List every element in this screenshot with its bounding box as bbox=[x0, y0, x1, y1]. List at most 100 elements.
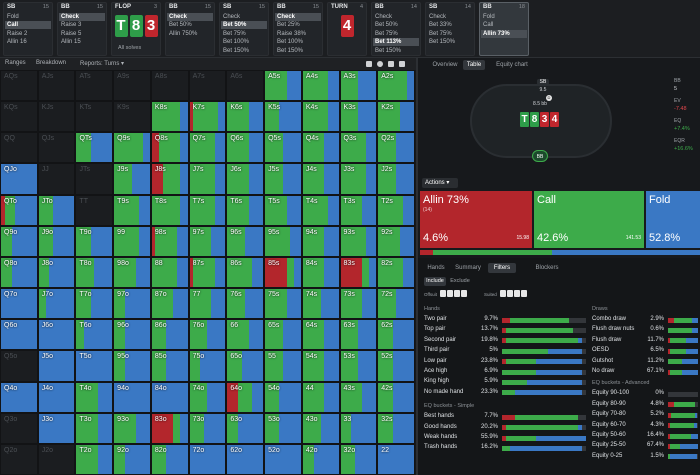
action-option[interactable]: Raise 3 bbox=[61, 22, 82, 29]
hand-cell[interactable]: 72o bbox=[188, 443, 227, 475]
action-option[interactable]: Bet 100% bbox=[223, 39, 250, 46]
hand-cell[interactable]: 62s bbox=[377, 319, 415, 351]
hand-cell[interactable]: T4o bbox=[75, 381, 114, 413]
hand-cell[interactable]: Q3o bbox=[0, 412, 38, 444]
hand-cell[interactable]: 66 bbox=[226, 319, 265, 351]
action-option[interactable]: Allin 73% bbox=[481, 29, 527, 38]
hand-cell[interactable]: 76o bbox=[188, 319, 227, 351]
hand-cell[interactable]: 74s bbox=[301, 288, 340, 320]
suit-icon[interactable] bbox=[447, 290, 453, 297]
action-option[interactable]: Raise 38% bbox=[277, 30, 307, 37]
hand-cell[interactable]: T7s bbox=[188, 194, 227, 226]
hand-cell[interactable]: 63o bbox=[226, 412, 265, 444]
hand-cell[interactable]: 32o bbox=[339, 443, 378, 475]
hand-cell[interactable]: 52o bbox=[264, 443, 302, 475]
hand-cell[interactable]: 83s bbox=[339, 256, 378, 289]
history-column[interactable]: SB 15 Check Bet 50% Bet 75% Bet 100% Bet 150% bbox=[219, 2, 269, 56]
filter-row-label[interactable]: Equity 50-60 bbox=[592, 432, 626, 438]
hand-cell[interactable]: T9s bbox=[113, 194, 151, 226]
action-option[interactable]: Bet 150% bbox=[277, 47, 304, 54]
suit-icon[interactable] bbox=[440, 290, 446, 297]
filter-mode[interactable]: Include bbox=[424, 277, 446, 286]
hand-cell[interactable]: T5s bbox=[264, 194, 302, 226]
action-box[interactable]: Fold 52.8% bbox=[646, 191, 700, 248]
action-option[interactable]: Check bbox=[59, 13, 105, 21]
filter-tab[interactable]: Summary bbox=[455, 265, 481, 271]
history-column[interactable]: TURN 4 4 bbox=[327, 2, 367, 56]
filter-row-label[interactable]: Two pair bbox=[424, 316, 447, 322]
hand-cell[interactable]: K4s bbox=[301, 101, 340, 133]
hand-cell[interactable]: 94s bbox=[301, 225, 340, 257]
hand-cell[interactable]: KJs bbox=[37, 101, 76, 133]
action-option[interactable]: Check bbox=[167, 13, 213, 21]
suit-icon[interactable] bbox=[521, 290, 527, 297]
hand-cell[interactable]: 73o bbox=[188, 412, 227, 444]
hand-cell[interactable]: K5s bbox=[264, 101, 302, 133]
hand-cell[interactable]: T5o bbox=[75, 350, 114, 382]
filter-row-label[interactable]: King high bbox=[424, 378, 450, 385]
panel-tab[interactable]: Equity chart bbox=[496, 62, 528, 68]
toolbar-item[interactable]: Reports: Turns ▾ bbox=[80, 61, 125, 67]
hand-cell[interactable]: 86o bbox=[150, 319, 189, 351]
hand-cell[interactable]: T8s bbox=[150, 194, 189, 226]
hand-cell[interactable]: J7o bbox=[37, 288, 76, 320]
filter-row-label[interactable]: Flush draw bbox=[592, 336, 622, 343]
hand-cell[interactable]: 65s bbox=[264, 319, 302, 351]
hand-cell[interactable]: 96o bbox=[113, 319, 151, 351]
hand-cell[interactable]: T6s bbox=[226, 194, 265, 226]
action-option[interactable]: Raise 5 bbox=[61, 30, 82, 37]
history-column[interactable]: BB 18 Fold Call Allin 73% bbox=[479, 2, 529, 56]
action-option[interactable]: Bet 100% bbox=[277, 39, 304, 46]
action-option[interactable]: Call bbox=[483, 22, 494, 29]
suit-icon[interactable] bbox=[454, 290, 460, 297]
hand-cell[interactable]: T9o bbox=[75, 225, 114, 257]
filter-row-label[interactable]: No made hand bbox=[424, 388, 464, 395]
hand-cell[interactable]: Q6o bbox=[0, 319, 38, 351]
hand-cell[interactable]: KTs bbox=[75, 101, 114, 133]
hand-cell[interactable]: Q7s bbox=[188, 132, 227, 164]
filter-row-label[interactable]: Trash hands bbox=[424, 444, 458, 451]
action-option[interactable]: Bet 150% bbox=[429, 39, 456, 46]
filter-row-label[interactable]: Third pair bbox=[424, 347, 450, 354]
hand-cell[interactable]: J8o bbox=[37, 256, 76, 289]
hand-cell[interactable]: 32s bbox=[377, 412, 415, 444]
action-option[interactable]: Fold bbox=[7, 14, 19, 20]
suit-icon[interactable] bbox=[514, 290, 520, 297]
hand-cell[interactable]: 92s bbox=[377, 225, 415, 257]
filter-row-label[interactable]: Equity 25-50 bbox=[592, 442, 626, 449]
hand-cell[interactable]: K6s bbox=[226, 101, 265, 133]
hand-cell[interactable]: 97o bbox=[113, 288, 151, 320]
hand-cell[interactable]: 43s bbox=[339, 381, 378, 413]
hand-cell[interactable]: QJo bbox=[0, 163, 38, 195]
hand-cell[interactable]: KQs bbox=[0, 101, 38, 133]
filter-row-label[interactable]: Weak hands bbox=[424, 434, 458, 440]
action-box[interactable]: Call 42.6% 141.53 bbox=[534, 191, 644, 248]
hand-cell[interactable]: A9s bbox=[113, 70, 151, 102]
hand-cell[interactable]: 63s bbox=[339, 319, 378, 351]
history-column[interactable]: BB 14 Check Bet 50% Bet 75% Bet 113% Bet 150% bbox=[371, 2, 421, 56]
filter-tab[interactable]: Filters bbox=[488, 263, 516, 273]
hand-cell[interactable]: J9o bbox=[37, 225, 76, 257]
hand-cell[interactable]: J2s bbox=[377, 163, 415, 195]
hand-cell[interactable]: A7s bbox=[188, 70, 227, 102]
hand-cell[interactable]: 87s bbox=[188, 256, 227, 289]
hand-cell[interactable]: J5o bbox=[37, 350, 76, 382]
history-column[interactable]: FLOP 3 T 8 3 All solves bbox=[111, 2, 161, 56]
hand-cell[interactable]: A6s bbox=[226, 70, 265, 102]
hand-cell[interactable]: Q4s bbox=[301, 132, 340, 164]
action-option[interactable]: Allin 15 bbox=[61, 39, 81, 46]
hand-cell[interactable]: 95s bbox=[264, 225, 302, 257]
hand-cell[interactable]: 73s bbox=[339, 288, 378, 320]
action-option[interactable]: Bet 75% bbox=[429, 30, 452, 37]
hand-cell[interactable]: T3s bbox=[339, 194, 378, 226]
hand-cell[interactable]: T2o bbox=[75, 443, 114, 475]
hand-cell[interactable]: 53o bbox=[264, 412, 302, 444]
hand-cell[interactable]: 44 bbox=[301, 381, 340, 413]
hand-cell[interactable]: Q5s bbox=[264, 132, 302, 164]
hand-cell[interactable]: Q6s bbox=[226, 132, 265, 164]
hand-cell[interactable]: ATs bbox=[75, 70, 114, 102]
hand-cell[interactable]: Q5o bbox=[0, 350, 38, 382]
filter-row-label[interactable]: Best hands bbox=[424, 413, 455, 420]
hand-cell[interactable]: Q3s bbox=[339, 132, 378, 164]
filter-row-label[interactable]: OESD bbox=[592, 347, 610, 354]
